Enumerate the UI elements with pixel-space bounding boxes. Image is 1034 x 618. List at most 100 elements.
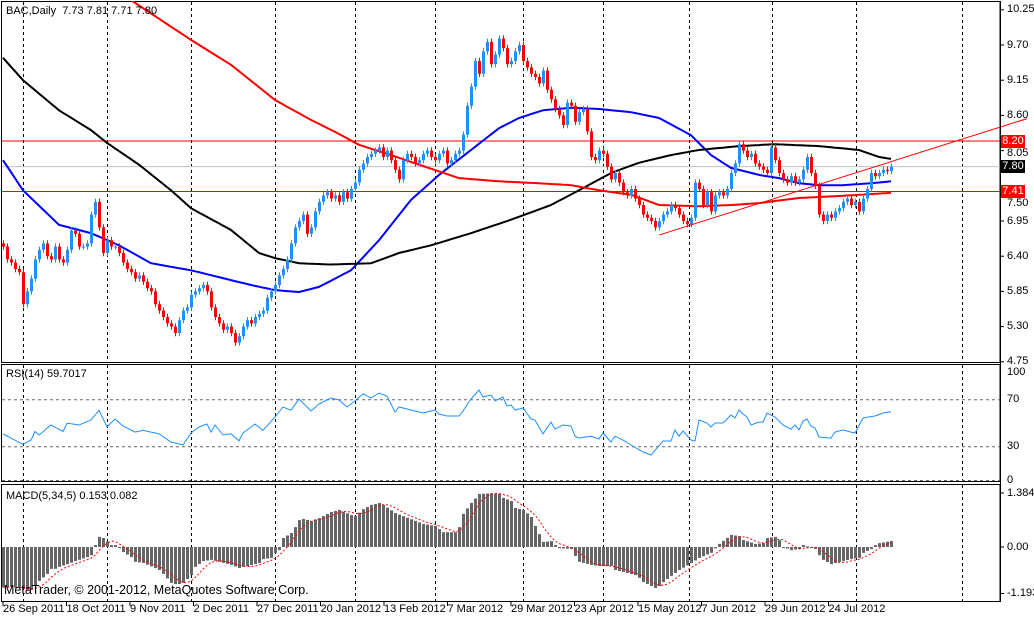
bull-candle [694,182,697,218]
bull-candle [658,221,661,228]
macd-histogram-bar [574,547,577,556]
bear-candle [250,320,253,324]
macd-histogram-bar [186,547,189,579]
macd-histogram-bar [354,516,357,547]
bull-candle [734,163,737,173]
macd-histogram-bar [882,542,885,547]
date-axis-label: 20 Jan 2012 [320,603,382,615]
macd-histogram-bar [142,547,145,563]
bear-candle [162,310,165,317]
bull-candle [706,192,709,205]
macd-histogram-bar [442,532,445,547]
macd-histogram-bar [666,547,669,579]
macd-histogram-bar [126,547,129,555]
trendline [658,118,1028,236]
bear-candle [590,131,593,157]
rsi-axis-label: 0 [1007,473,1014,486]
macd-histogram-bar [482,493,485,547]
moving-average-slow [130,1,892,208]
macd-histogram-bar [246,547,249,566]
bull-candle [138,275,141,279]
macd-histogram-bar [874,545,877,547]
macd-histogram-bar [94,545,97,547]
macd-histogram-bar [226,547,229,564]
bull-candle [326,192,329,196]
macd-histogram-bar [854,547,857,559]
macd-histogram-bar [230,547,233,565]
macd-histogram-bar [514,508,517,547]
macd-histogram-bar [638,547,641,578]
macd-histogram-bar [322,516,325,547]
bear-candle [766,169,769,173]
bear-candle [14,262,17,269]
bear-candle [586,109,589,132]
macd-histogram-bar [462,513,465,547]
macd-histogram-bar [706,547,709,555]
bull-candle [202,285,205,289]
bear-candle [710,192,713,212]
bull-candle [458,150,461,154]
macd-histogram-bar [30,547,33,590]
macd-histogram-bar [602,547,605,567]
date-axis-label: 9 Nov 2011 [130,603,186,615]
bull-candle [770,147,773,173]
macd-histogram-bar [778,539,781,547]
macd-histogram-bar [690,547,693,563]
macd-histogram-bar [202,547,205,562]
macd-histogram-bar [334,510,337,547]
bear-candle [74,230,77,234]
macd-histogram-bar [722,540,725,547]
macd-histogram-bar [742,539,745,547]
date-axis-label: 24 Jul 2012 [828,603,886,615]
bear-candle [158,304,161,311]
bear-candle [558,109,561,116]
macd-histogram-bar [134,547,137,562]
macd-histogram-bar [702,547,705,557]
bull-candle [366,157,369,164]
bull-candle [54,246,57,260]
macd-histogram-bar [214,547,217,561]
bear-candle [230,326,233,333]
macd-histogram-bar [22,547,25,589]
bear-candle [398,169,401,180]
bull-candle [90,214,93,244]
date-axis-label: 29 Jun 2012 [765,603,826,615]
bear-candle [602,150,605,154]
bear-candle [306,214,309,234]
macd-histogram-bar [86,547,89,558]
macd-histogram-bar [670,547,673,576]
macd-histogram-bar [562,547,565,549]
bull-candle [466,105,469,135]
bear-candle [174,326,177,333]
macd-histogram-bar [438,529,441,547]
bull-candle [862,198,865,212]
macd-histogram-bar [850,547,853,560]
macd-histogram-bar [130,547,133,558]
bear-candle [594,157,597,161]
macd-histogram-bar [594,547,597,566]
bear-candle [746,150,749,157]
macd-histogram-bar [270,547,273,558]
bull-candle [186,307,189,311]
macd-histogram-bar [294,527,297,547]
bull-candle [662,214,665,221]
macd-histogram-bar [242,547,245,568]
bear-candle [502,38,505,49]
bear-candle [638,198,641,205]
macd-histogram-bar [330,511,333,547]
price-plot [2,1,1000,346]
macd-histogram-bar [402,516,405,547]
macd-histogram-bar [558,547,561,549]
macd-histogram-bar [238,547,241,569]
bull-candle [454,153,457,161]
macd-histogram-bar [566,547,569,549]
bear-candle [526,61,529,68]
macd-histogram-bar [658,547,661,586]
bear-candle [206,285,209,292]
bear-candle [570,102,573,106]
macd-histogram-bar [314,519,317,547]
bull-candle [354,182,357,189]
bull-candle [282,269,285,276]
ohlc-readout: 7.73 7.81 7.71 7.80 [62,5,158,17]
